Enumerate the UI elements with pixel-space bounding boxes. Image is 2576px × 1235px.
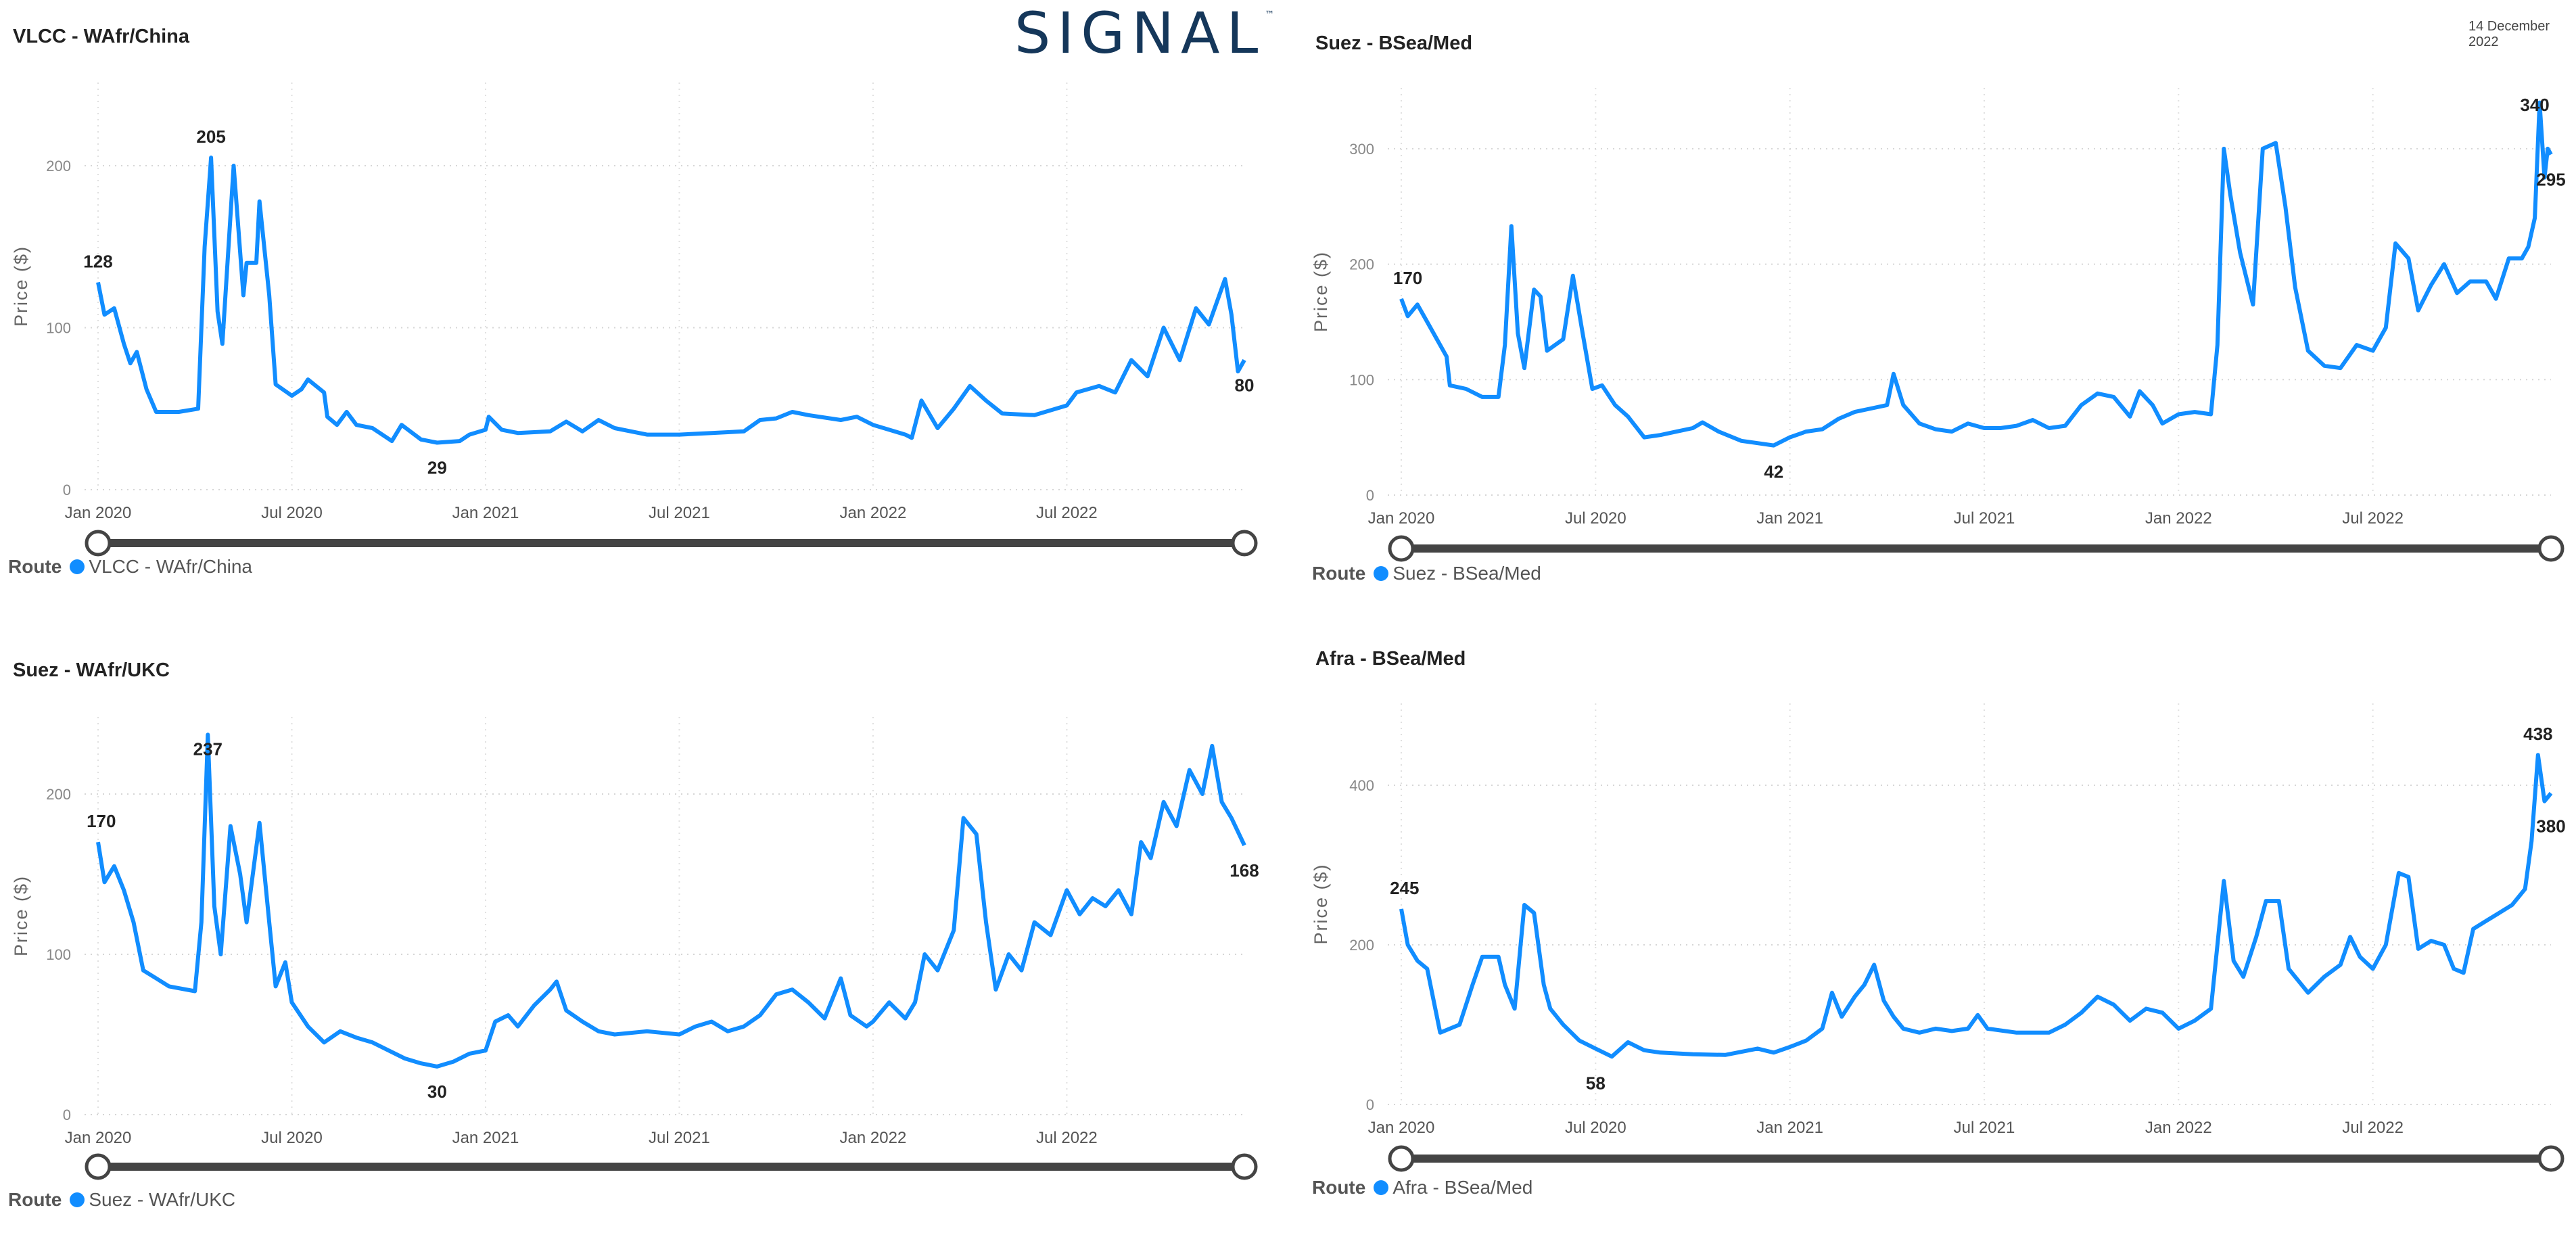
y-axis-label: Price ($) [1311, 251, 1331, 332]
slider-end-handle[interactable] [2537, 535, 2565, 562]
slider-end-handle[interactable] [2537, 1145, 2565, 1172]
x-tick-label: Jan 2022 [840, 504, 907, 522]
series-line [96, 732, 1246, 1069]
legend-vlcc-wafr-china: Route VLCC - WAfr/China [8, 556, 252, 578]
legend-afra-bsea-med: Route Afra - BSea/Med [1312, 1177, 1532, 1198]
y-tick-label: 0 [63, 1106, 71, 1123]
x-tick-label: Jul 2020 [1565, 1119, 1626, 1137]
data-label: 170 [1393, 268, 1422, 288]
slider-start-handle[interactable] [85, 530, 112, 557]
x-tick-label: Jan 2021 [452, 504, 519, 522]
slider-end-handle[interactable] [1231, 1153, 1258, 1180]
x-tick-label: Jul 2020 [261, 504, 323, 522]
legend-entry[interactable]: Afra - BSea/Med [1392, 1177, 1533, 1198]
slider-start-handle[interactable] [1388, 535, 1415, 562]
x-tick-label: Jan 2020 [65, 504, 132, 522]
x-tick-label: Jan 2021 [452, 1129, 519, 1147]
x-tick-label: Jul 2021 [1954, 509, 2015, 528]
data-label: 30 [427, 1081, 447, 1102]
x-tick-label: Jan 2021 [1756, 1119, 1823, 1137]
x-tick-label: Jul 2022 [1036, 504, 1098, 522]
slider-start-handle[interactable] [85, 1153, 112, 1180]
x-tick-label: Jul 2020 [1565, 509, 1626, 528]
y-tick-label: 0 [63, 482, 71, 498]
legend-title: Route [8, 1189, 62, 1210]
data-label: 205 [196, 126, 225, 147]
y-tick-label: 200 [46, 786, 71, 803]
legend-suez-bsea-med: Route Suez - BSea/Med [1312, 563, 1541, 584]
data-label: 29 [427, 458, 447, 478]
x-tick-label: Jan 2020 [1368, 1119, 1435, 1137]
y-tick-label: 100 [46, 320, 71, 337]
data-label: 58 [1586, 1073, 1606, 1094]
data-label: 80 [1235, 375, 1255, 395]
data-label: 128 [83, 251, 112, 271]
series-line [1399, 753, 2553, 1059]
x-tick-label: Jan 2021 [1756, 509, 1823, 528]
y-tick-label: 100 [1349, 371, 1374, 388]
slider-end-handle[interactable] [1231, 530, 1258, 557]
y-tick-label: 200 [46, 158, 71, 174]
x-tick-label: Jul 2022 [1036, 1129, 1098, 1147]
chart-title-afra-bsea-med: Afra - BSea/Med [1315, 648, 1466, 670]
slider-start-handle[interactable] [1388, 1145, 1415, 1172]
x-tick-label: Jul 2021 [1954, 1119, 2015, 1137]
logo-trademark: ™ [1265, 9, 1275, 20]
y-axis-label: Price ($) [11, 246, 31, 327]
report-date: 14 December 2022 [2468, 19, 2550, 49]
x-tick-label: Jul 2020 [261, 1129, 323, 1147]
x-tick-label: Jan 2020 [1368, 509, 1435, 528]
data-label: 170 [87, 811, 116, 831]
y-tick-label: 0 [1366, 1096, 1374, 1113]
y-tick-label: 200 [1349, 937, 1374, 954]
y-tick-label: 100 [46, 946, 71, 963]
y-tick-label: 400 [1349, 777, 1374, 794]
x-tick-label: Jul 2021 [649, 504, 710, 522]
data-label: 340 [2520, 95, 2549, 115]
x-tick-label: Jul 2022 [2342, 1119, 2404, 1137]
x-tick-label: Jan 2022 [2145, 1119, 2212, 1137]
legend-title: Route [8, 556, 62, 577]
data-label: 42 [1764, 461, 1783, 482]
x-tick-label: Jul 2022 [2342, 509, 2404, 528]
data-label: 245 [1390, 878, 1419, 898]
x-tick-label: Jan 2022 [2145, 509, 2212, 528]
series-line [1399, 100, 2553, 448]
data-label: 438 [2523, 724, 2552, 744]
legend-marker-icon [1374, 566, 1389, 581]
y-tick-label: 300 [1349, 141, 1374, 158]
legend-entry[interactable]: VLCC - WAfr/China [89, 556, 253, 577]
x-tick-label: Jan 2022 [840, 1129, 907, 1147]
data-label: 380 [2536, 816, 2565, 837]
y-tick-label: 200 [1349, 256, 1374, 273]
data-label: 237 [193, 739, 223, 759]
legend-entry[interactable]: Suez - WAfr/UKC [89, 1189, 236, 1210]
legend-entry[interactable]: Suez - BSea/Med [1392, 563, 1541, 584]
legend-marker-icon [70, 1192, 85, 1207]
legend-marker-icon [1374, 1180, 1389, 1195]
chart-title-suez-bsea-med: Suez - BSea/Med [1315, 32, 1473, 54]
data-label: 168 [1230, 860, 1259, 881]
chart-title-suez-wafr-ukc: Suez - WAfr/UKC [13, 659, 170, 681]
x-tick-label: Jan 2020 [65, 1129, 132, 1147]
data-label: 295 [2536, 169, 2565, 189]
y-axis-label: Price ($) [11, 875, 31, 956]
legend-title: Route [1312, 1177, 1366, 1198]
legend-marker-icon [70, 559, 85, 574]
chart-title-vlcc-wafr-china: VLCC - WAfr/China [13, 26, 189, 47]
y-axis-label: Price ($) [1311, 863, 1331, 944]
signal-logo: SIGNAL™ [1014, 0, 1274, 66]
logo-text: SIGNAL [1014, 0, 1265, 66]
y-tick-label: 0 [1366, 487, 1374, 504]
series-line [96, 156, 1246, 445]
legend-title: Route [1312, 563, 1366, 584]
legend-suez-wafr-ukc: Route Suez - WAfr/UKC [8, 1189, 235, 1211]
x-tick-label: Jul 2021 [649, 1129, 710, 1147]
